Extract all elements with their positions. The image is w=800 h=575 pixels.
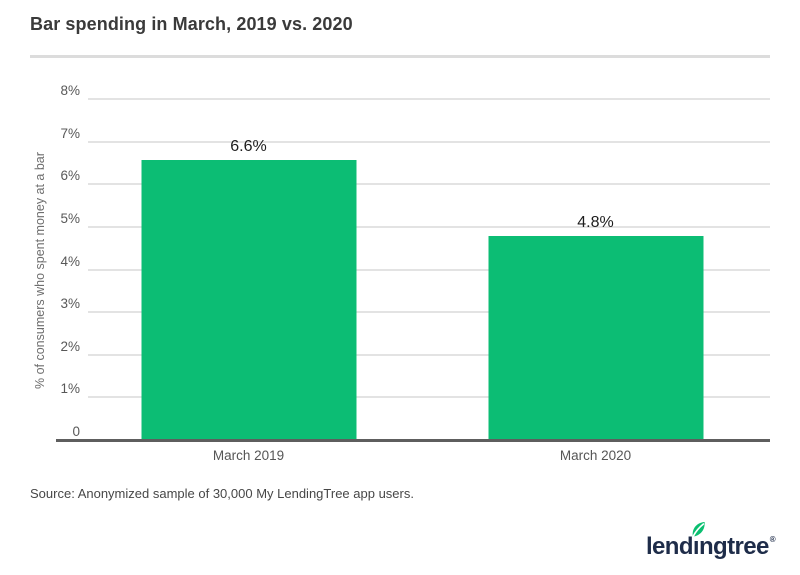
- gridlines-layer: [88, 98, 770, 441]
- y-tick-label: 4%: [60, 253, 80, 269]
- y-tick-label: 6%: [60, 168, 80, 184]
- lendingtree-logo: lend ı ngtree ®: [645, 522, 776, 561]
- y-tick-label: 0: [72, 424, 80, 439]
- x-tick-label: March 2020: [559, 448, 632, 463]
- x-tick-label: March 2019: [212, 448, 285, 463]
- y-tick-label: 1%: [60, 381, 80, 397]
- bar-value-label: 6.6%: [230, 137, 267, 155]
- gridline: [88, 140, 770, 143]
- gridline: [88, 98, 770, 100]
- y-tick-label: 5%: [60, 210, 80, 226]
- gridline: [88, 396, 770, 399]
- y-tick-label: 3%: [60, 296, 80, 312]
- gridline: [88, 268, 770, 271]
- logo-text-part2: ngtree: [698, 533, 769, 560]
- bar-band: 6.6% March 2019: [75, 100, 422, 463]
- y-tick-label: 8%: [60, 83, 80, 98]
- ytick-labels: 0 1% 2% 3% 4% 5% 6% 7% 8%: [30, 83, 80, 441]
- x-axis-baseline: [56, 439, 770, 442]
- registered-mark: ®: [769, 535, 776, 544]
- y-tick-label: 7%: [60, 125, 80, 141]
- bar-band: 4.8% March 2020: [422, 100, 769, 463]
- gridline: [88, 353, 770, 356]
- logo-text-part1: lend: [645, 533, 694, 560]
- leaf-icon: [692, 522, 705, 537]
- plot-area: 6.6% March 2019 4.8% March 2020: [75, 100, 769, 463]
- bar-value-label: 4.8%: [577, 214, 614, 232]
- logo-i: ı: [692, 522, 705, 561]
- source-text: Source: Anonymized sample of 30,000 My L…: [30, 486, 414, 501]
- bar-march-2020: [488, 236, 703, 441]
- title-divider: [30, 55, 770, 58]
- gridline: [88, 183, 770, 186]
- logo-dotless-i: ı: [692, 533, 700, 560]
- chart-title: Bar spending in March, 2019 vs. 2020: [30, 14, 353, 34]
- gridline: [88, 225, 770, 228]
- y-tick-label: 2%: [60, 338, 80, 354]
- gridline: [88, 311, 770, 314]
- bar-march-2019: [141, 159, 356, 441]
